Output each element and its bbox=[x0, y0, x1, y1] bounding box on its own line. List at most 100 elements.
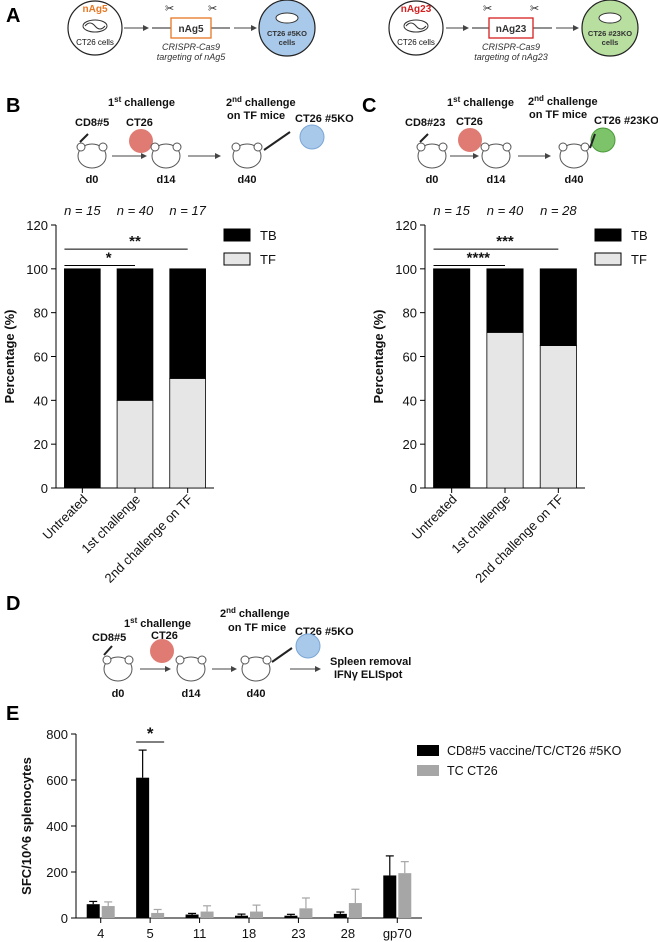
mouse-icon bbox=[480, 142, 512, 169]
x-tick-label: 2nd challenge on TF bbox=[472, 491, 566, 585]
second-sup: nd bbox=[534, 94, 544, 103]
significance-stars: *** bbox=[496, 233, 514, 250]
first-num: 1 bbox=[124, 618, 130, 630]
day-d0: d0 bbox=[86, 174, 99, 186]
first-text: challenge bbox=[140, 618, 191, 630]
legend-swatch-tf bbox=[594, 252, 622, 266]
bar-series-1 bbox=[185, 914, 199, 918]
legend-swatch bbox=[417, 745, 439, 756]
bar-series-1 bbox=[136, 777, 150, 918]
day-d14: d14 bbox=[182, 688, 202, 700]
chart-panel-b: 0 20 40 60 80 100 120 Percentage (%) Untreated n … bbox=[2, 203, 277, 586]
x-tick-label: 4 bbox=[97, 926, 104, 941]
day-d0: d0 bbox=[112, 688, 125, 700]
day-d40: d40 bbox=[565, 174, 584, 186]
y-tick-label: 60 bbox=[403, 350, 417, 365]
second-line2: on TF mice bbox=[227, 110, 285, 122]
ct26-cluster-icon bbox=[458, 128, 482, 152]
y-tick-label: 600 bbox=[46, 773, 68, 788]
bar-tf bbox=[116, 399, 154, 489]
first-text: challenge bbox=[124, 97, 175, 109]
bar-series-1 bbox=[333, 913, 347, 918]
significance-stars: * bbox=[106, 250, 112, 267]
mouse-icon bbox=[76, 133, 108, 169]
bar-series-1 bbox=[235, 915, 248, 918]
legend-swatch-tb bbox=[223, 228, 251, 242]
ko-line1: CT26 #5KO bbox=[267, 29, 307, 38]
bar-tf bbox=[539, 345, 577, 489]
bar-tb bbox=[116, 268, 154, 401]
chart-panel-c: 0 20 40 60 80 100 120 Percentage (%) Untreated n … bbox=[371, 203, 648, 586]
mouse-icon bbox=[558, 133, 596, 169]
challenge2-label: CT26 #5KO bbox=[295, 113, 354, 125]
crispr-line1: CRISPR-Cas9 bbox=[162, 42, 220, 52]
mouse-icon bbox=[150, 142, 182, 169]
mouse-icon bbox=[240, 647, 293, 682]
y-tick-label: 100 bbox=[395, 262, 417, 277]
legend-swatch-tb bbox=[594, 228, 622, 242]
ko-cell-icon bbox=[258, 0, 316, 57]
second-text: challenge bbox=[239, 608, 290, 620]
y-tick-label: 20 bbox=[403, 437, 417, 452]
y-tick-label: 120 bbox=[26, 218, 48, 233]
dna-icon bbox=[84, 22, 106, 30]
x-tick-label: Untreated bbox=[39, 492, 90, 543]
mouse-icon bbox=[231, 131, 291, 169]
panel-b-schematic: 1st challenge 2nd challenge on TF mice CD8… bbox=[75, 95, 354, 186]
ko-line1: CT26 #23KO bbox=[588, 29, 632, 38]
bar-series-1 bbox=[284, 915, 298, 918]
bar-series-2 bbox=[299, 908, 313, 918]
x-tick-label: 28 bbox=[341, 926, 355, 941]
second-sup: nd bbox=[226, 606, 236, 615]
vaccine-label: CD8#5 bbox=[75, 117, 109, 129]
bar-tb bbox=[539, 268, 577, 346]
bar-tf bbox=[486, 331, 524, 489]
day-d14: d14 bbox=[487, 174, 507, 186]
y-tick-label: 60 bbox=[34, 350, 48, 365]
panel-c-schematic: 1st challenge 2nd challenge on TF mice CD8… bbox=[405, 94, 658, 186]
y-tick-label: 20 bbox=[34, 437, 48, 452]
ko-line2: cells bbox=[279, 38, 296, 47]
scissors-icon: ✂ bbox=[483, 3, 492, 15]
cell-tag-nag23: nAg23 bbox=[401, 4, 432, 15]
second-num: 2 bbox=[220, 608, 226, 620]
n-label: n = 40 bbox=[487, 203, 524, 218]
bar-tb bbox=[433, 268, 471, 489]
nucleus-icon bbox=[275, 12, 299, 24]
y-axis-title: Percentage (%) bbox=[2, 310, 17, 404]
x-tick-label: Untreated bbox=[409, 492, 460, 543]
legend-label-tf: TF bbox=[631, 252, 647, 267]
chart-panel-e: 0 200 400 600 800 SFC/10^6 splenocytes 4 5 11 18 2… bbox=[19, 724, 622, 941]
bar-series-2 bbox=[250, 911, 263, 918]
day-d14: d14 bbox=[157, 174, 177, 186]
y-tick-label: 0 bbox=[41, 481, 48, 496]
x-tick-label: 11 bbox=[193, 926, 207, 941]
bar-series-2 bbox=[398, 873, 412, 918]
nucleus-icon bbox=[598, 12, 622, 24]
cell-name: CT26 cells bbox=[76, 38, 114, 47]
y-tick-label: 120 bbox=[395, 218, 417, 233]
mouse-icon bbox=[102, 645, 134, 682]
day-d40: d40 bbox=[247, 688, 266, 700]
y-tick-label: 200 bbox=[46, 865, 68, 880]
legend-label: CD8#5 vaccine/TC/CT26 #5KO bbox=[447, 744, 622, 758]
bar-series-2 bbox=[200, 911, 214, 918]
crispr-line2: targeting of nAg5 bbox=[157, 52, 227, 62]
y-tick-label: 80 bbox=[34, 306, 48, 321]
x-tick-label: 23 bbox=[291, 926, 305, 941]
y-tick-label: 40 bbox=[403, 393, 417, 408]
x-tick-label: 2nd challenge on TF bbox=[102, 491, 196, 585]
legend-label: TC CT26 bbox=[447, 764, 498, 778]
first-sup: st bbox=[130, 616, 137, 625]
y-tick-label: 400 bbox=[46, 819, 68, 834]
legend-label-tf: TF bbox=[260, 252, 276, 267]
bar-tb bbox=[169, 268, 206, 379]
panel-label-e: E bbox=[6, 703, 19, 725]
second-text: challenge bbox=[547, 96, 598, 108]
mouse-icon bbox=[416, 133, 448, 169]
ko-cell-icon bbox=[581, 0, 639, 57]
legend-label-tb: TB bbox=[260, 228, 277, 243]
vaccine-label: CD8#5 bbox=[92, 632, 126, 644]
